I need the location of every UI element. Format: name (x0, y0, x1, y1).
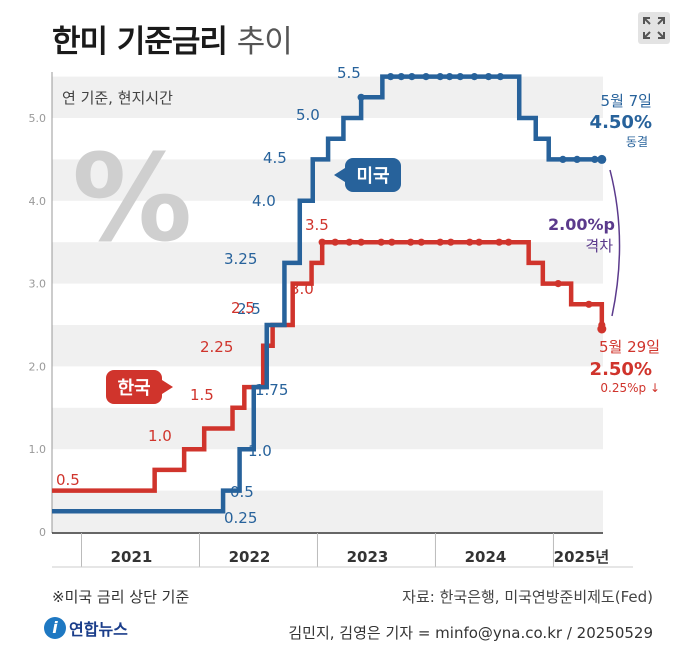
korea-rate-dot (377, 238, 385, 246)
korea-rate-dot (505, 238, 513, 246)
us-value-label: 2.5 (237, 300, 261, 318)
korea-value-label: 3.0 (290, 280, 314, 298)
y-tick-label: 1.0 (29, 443, 47, 456)
us-rate-dot (484, 73, 493, 81)
x-tick-label: 2024 (465, 548, 507, 566)
korea-rate-dot (585, 300, 593, 308)
y-tick-label: 0 (39, 526, 46, 539)
us-rate-dot (470, 73, 478, 81)
us-value-label: 0.25 (224, 509, 257, 527)
logo-name: 연합뉴스 (69, 620, 128, 639)
us-rate-line (52, 74, 603, 514)
us-tag-box (345, 158, 401, 192)
us-rate-dot (559, 155, 567, 163)
us-rate-dot (446, 73, 454, 81)
us-rate-dot (422, 73, 430, 81)
us-value-label: 4.5 (263, 149, 287, 167)
logo-mark-icon: i (44, 617, 66, 639)
korea-rate-dot (407, 238, 415, 246)
korea-value-label: 2.25 (200, 338, 233, 356)
page-title: 한미 기준금리 추이 (52, 16, 293, 61)
korea-tag-box (106, 370, 162, 404)
korea-rate-dot (436, 238, 444, 246)
korea-tag-pointer (162, 380, 173, 394)
korea-rate-dot (466, 238, 474, 246)
gap-label: 격차 (585, 237, 613, 255)
us-rate-dot (357, 93, 365, 101)
korea-value-label: 1.5 (190, 386, 214, 404)
grid-band (52, 407, 603, 450)
us-rate-dot (496, 73, 504, 81)
korea-rate-dot (345, 238, 353, 246)
us-tag: 미국 (356, 166, 389, 187)
us-rate-dot (591, 155, 599, 163)
title-light: 추이 (236, 24, 293, 60)
x-tick-label: 2025년 (554, 548, 610, 566)
y-tick-label: 4.0 (29, 195, 47, 208)
yonhap-logo: i 연합뉴스 (44, 614, 128, 642)
us-rate-dot (408, 73, 416, 81)
korea-rate-dot (554, 280, 562, 288)
korea-end-date: 5월 29일 (599, 338, 660, 356)
korea-rate-dot (357, 238, 365, 246)
korea-rate-dot (318, 238, 326, 246)
korea-value-label: 1.0 (148, 427, 172, 445)
grid-band (52, 76, 603, 118)
korea-end-value: 2.50% (590, 359, 652, 380)
us-value-label: 4.0 (252, 192, 276, 210)
us-value-label: 3.25 (224, 250, 257, 268)
us-rate-dot (573, 155, 581, 163)
us-end-note: 동결 (626, 135, 648, 149)
korea-rate-dot (331, 238, 339, 246)
us-value-label: 1.75 (255, 381, 288, 399)
korea-value-label: 0.5 (56, 471, 80, 489)
expand-button[interactable] (638, 12, 670, 44)
korea-value-label: 3.5 (305, 216, 329, 234)
us-end-value: 4.50% (590, 112, 652, 133)
credit-text: 김민지, 김영은 기자 = minfo@yna.co.kr / 20250529 (288, 624, 653, 642)
us-rate-dot (456, 73, 464, 81)
percent-watermark: % (72, 130, 192, 269)
korea-rate-dot (495, 238, 503, 246)
y-tick-label: 3.0 (29, 278, 47, 291)
us-rate-dot (387, 73, 395, 81)
expand-icon (643, 17, 665, 39)
korea-value-label: 2.5 (231, 299, 255, 317)
footnote: ※미국 금리 상단 기준 (52, 588, 190, 606)
title-bold: 한미 기준금리 (52, 24, 228, 60)
korea-rate-dot (475, 238, 483, 246)
korea-end-dot (597, 324, 607, 334)
grid-band (52, 242, 603, 284)
korea-rate-dot (417, 238, 425, 246)
us-end-dot (597, 154, 607, 164)
source-text: 자료: 한국은행, 미국연방준비제도(Fed) (402, 588, 653, 606)
korea-tag: 한국 (117, 378, 150, 399)
us-end-date: 5월 7일 (601, 92, 652, 110)
us-tag-pointer (334, 168, 345, 182)
us-value-label: 1.0 (248, 442, 272, 460)
us-value-label: 0.5 (230, 483, 254, 501)
x-tick-label: 2021 (111, 548, 153, 566)
us-value-label: 5.0 (296, 106, 320, 124)
grid-band (52, 325, 603, 367)
korea-rate-dot (388, 238, 396, 246)
y-tick-label: 2.0 (29, 360, 47, 373)
y-tick-label: 5.0 (29, 112, 47, 125)
grid-band (52, 159, 603, 201)
us-rate-dot (436, 73, 444, 81)
chart-subtitle: 연 기준, 현지시간 (62, 89, 173, 107)
x-tick-label: 2022 (229, 548, 271, 566)
gap-value: 2.00%p (548, 215, 615, 234)
korea-end-note: 0.25%p ↓ (600, 381, 660, 395)
gap-brace (609, 169, 621, 317)
us-value-label: 5.5 (337, 64, 361, 82)
us-rate-dot (397, 73, 405, 81)
korea-rate-dot (447, 238, 455, 246)
x-tick-label: 2023 (347, 548, 389, 566)
